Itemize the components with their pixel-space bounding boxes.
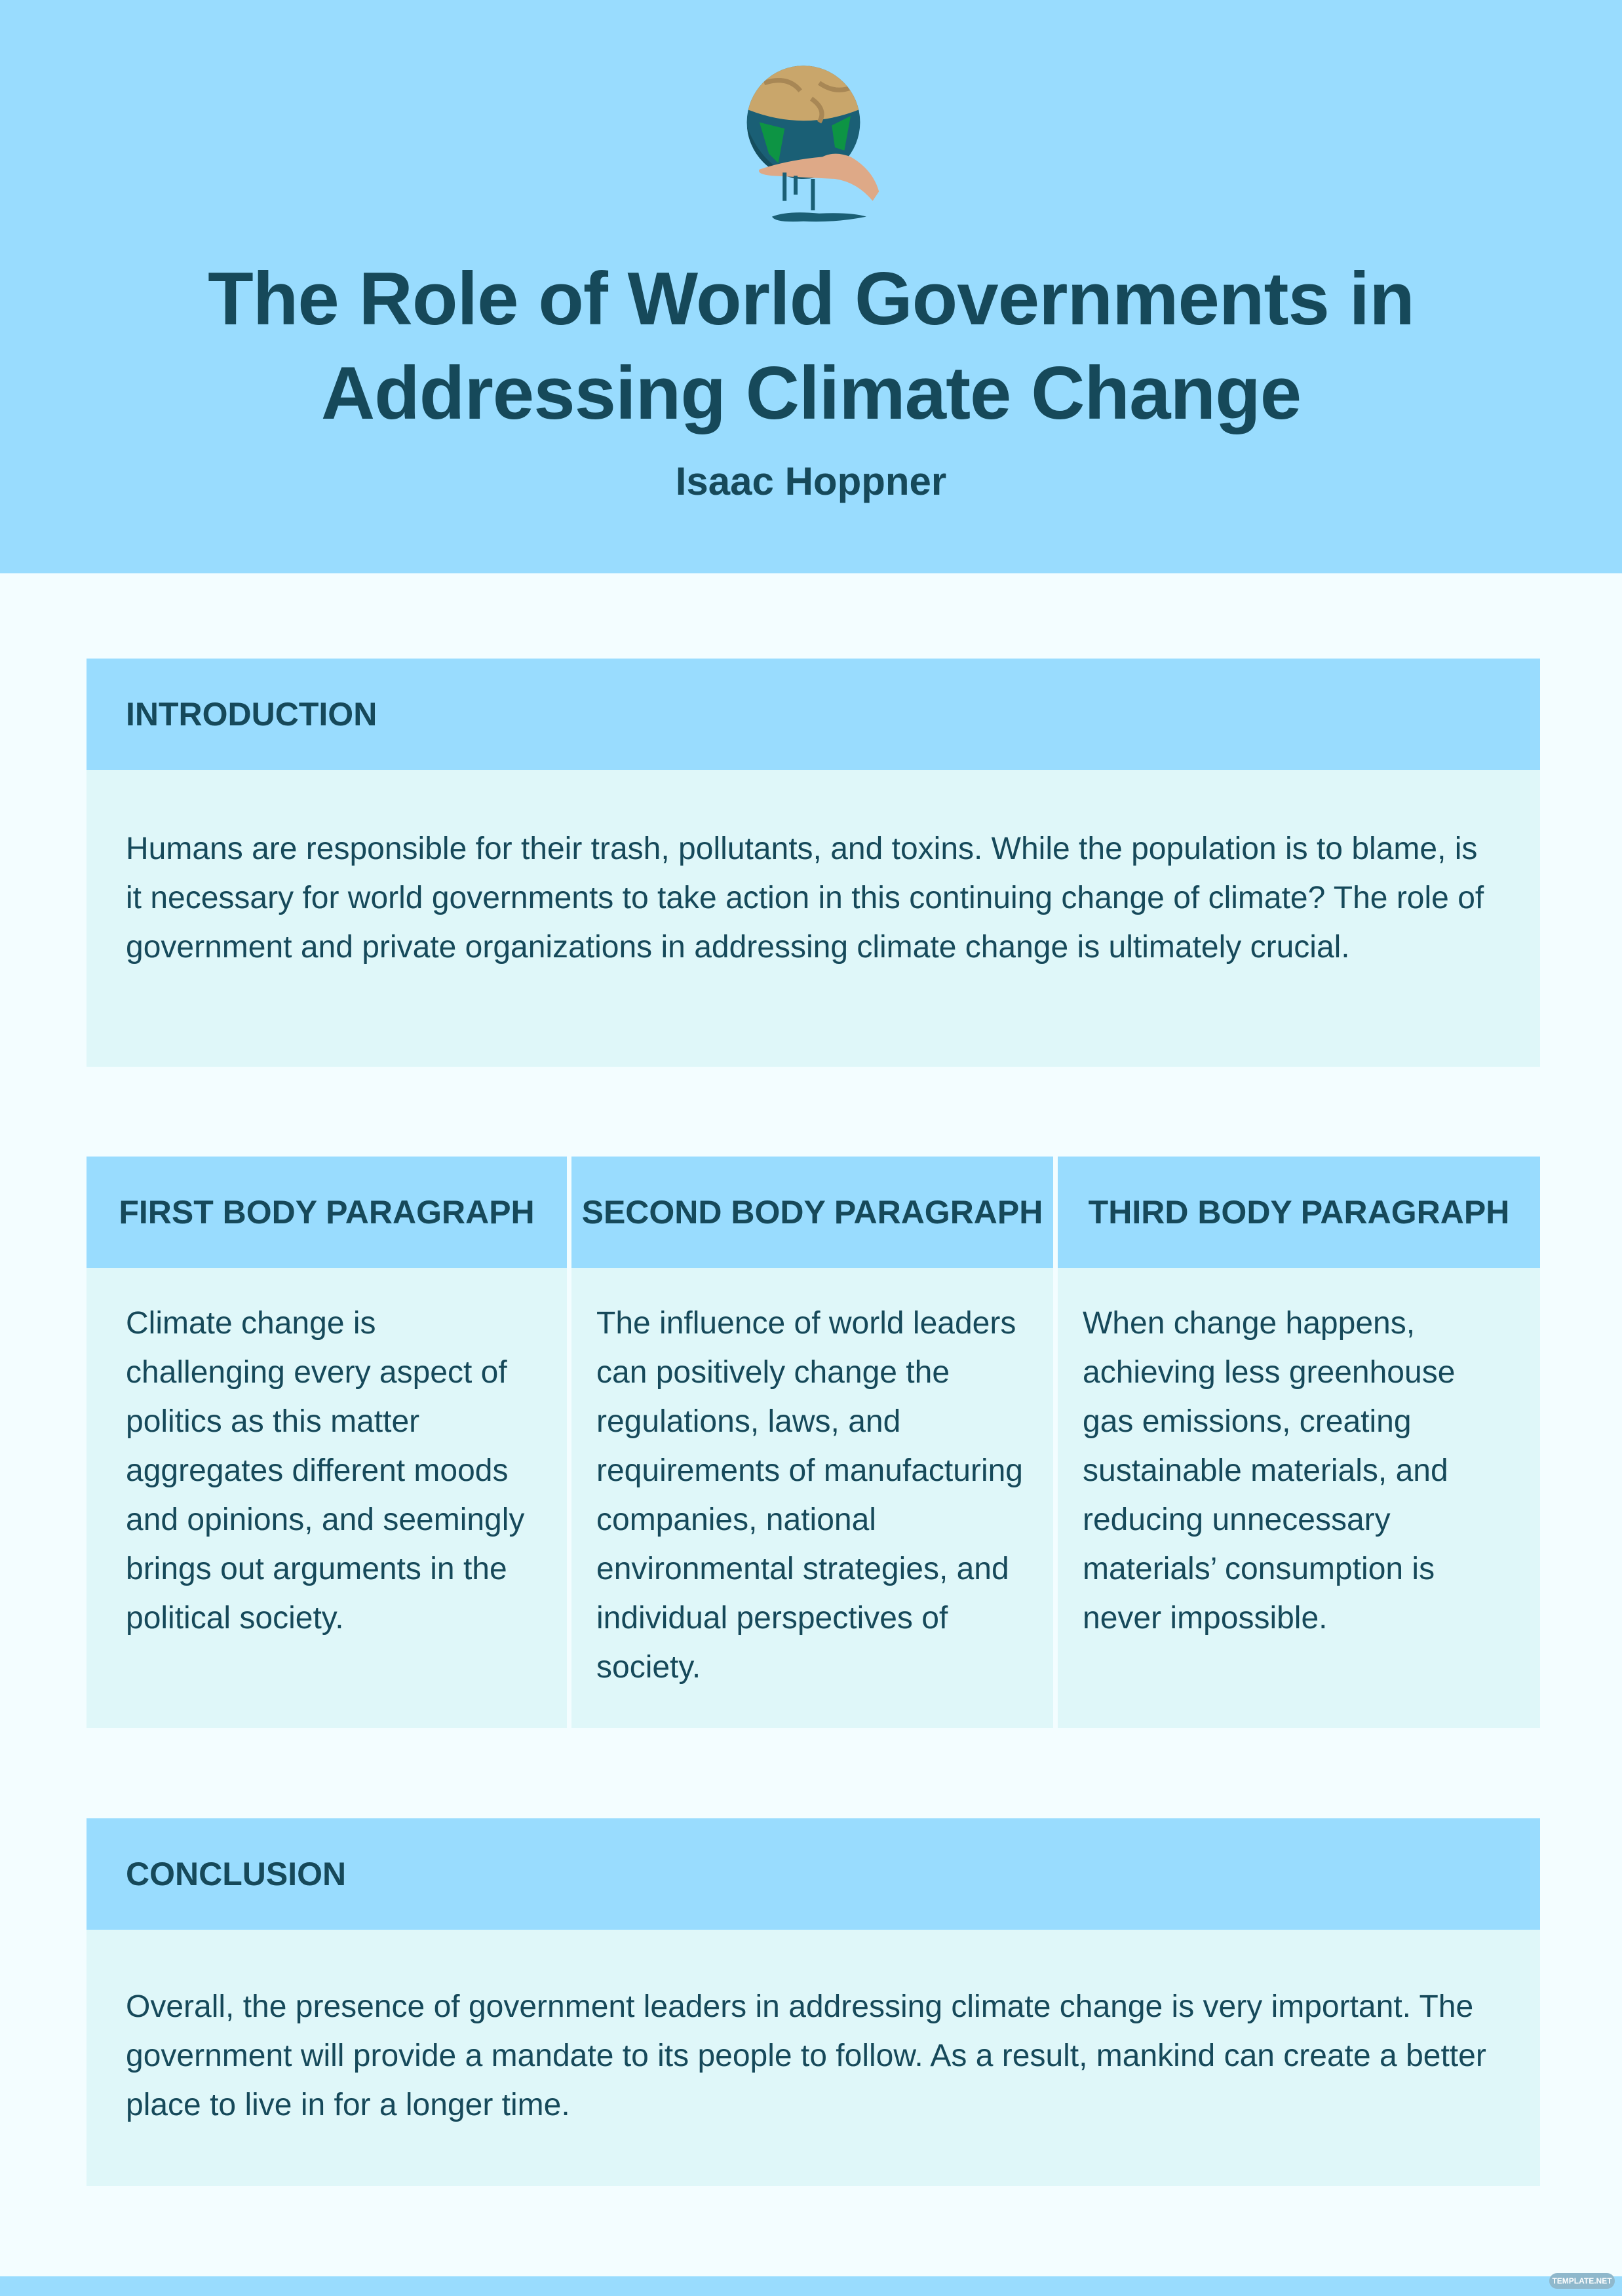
- third-body-heading: THIRD BODY PARAGRAPH: [1058, 1157, 1540, 1268]
- introduction-heading: INTRODUCTION: [87, 659, 1540, 770]
- earth-in-hand-icon: [746, 66, 879, 222]
- first-body-heading: FIRST BODY PARAGRAPH: [87, 1157, 567, 1268]
- conclusion-heading: CONCLUSION: [87, 1818, 1540, 1930]
- third-body-text: When change happens, achieving less gree…: [1058, 1268, 1540, 1728]
- header-banner: The Role of World Governments in Address…: [0, 0, 1622, 573]
- first-body-text: Climate change is challenging every aspe…: [87, 1268, 567, 1728]
- second-body-text: The influence of world leaders can posit…: [571, 1268, 1053, 1728]
- title-line: Addressing Climate Change: [320, 352, 1302, 435]
- introduction-body: Humans are responsible for their trash, …: [87, 770, 1540, 1067]
- page-title: The Role of World Governments in Address…: [0, 252, 1622, 441]
- second-body-heading: SECOND BODY PARAGRAPH: [571, 1157, 1053, 1268]
- conclusion-body: Overall, the presence of government lead…: [87, 1930, 1540, 2186]
- author-name: Isaac Hoppner: [675, 459, 947, 503]
- title-line: The Role of World Governments in: [208, 258, 1415, 341]
- watermark-logo: TEMPLATE.NET: [1549, 2273, 1615, 2289]
- footer-bar: [0, 2276, 1622, 2296]
